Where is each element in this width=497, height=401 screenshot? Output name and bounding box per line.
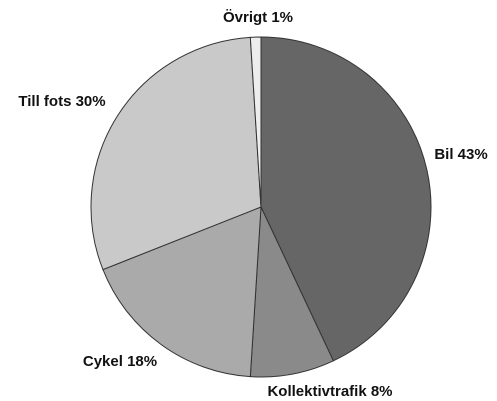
pie-slice (102, 206, 262, 378)
value-label: 1% (271, 9, 293, 26)
value-label: 18% (127, 353, 157, 370)
value-label: 43% (458, 146, 488, 163)
pie-slice (249, 36, 262, 208)
category-name: Bil (434, 146, 453, 163)
category-name: Cykel (83, 353, 123, 370)
slice-label: Bil 43% (434, 146, 487, 163)
pie-slice (260, 36, 432, 362)
slice-label: Cykel 18% (83, 353, 157, 370)
category-name: Kollektivtrafik (267, 383, 367, 400)
slice-label: Kollektivtrafik 8% (267, 383, 392, 400)
pie-slice (90, 36, 262, 271)
value-label: 8% (371, 383, 393, 400)
slice-label: Till fots 30% (18, 93, 105, 110)
category-name: Övrigt (223, 9, 267, 26)
value-label: 30% (76, 93, 106, 110)
slice-label: Övrigt 1% (223, 9, 293, 26)
category-name: Till fots (18, 93, 71, 110)
